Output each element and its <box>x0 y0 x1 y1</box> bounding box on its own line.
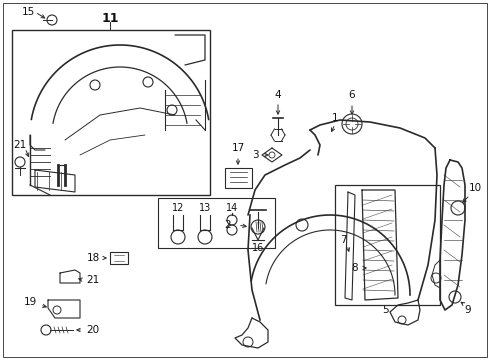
Text: 16: 16 <box>252 243 264 253</box>
Text: 1: 1 <box>332 113 338 123</box>
Text: 21: 21 <box>13 140 26 150</box>
Text: 9: 9 <box>465 305 471 315</box>
Text: 7: 7 <box>340 235 346 245</box>
Text: 19: 19 <box>24 297 37 307</box>
Text: 15: 15 <box>22 7 35 17</box>
Text: 4: 4 <box>275 90 281 100</box>
Text: 2: 2 <box>225 220 231 230</box>
Text: 10: 10 <box>468 183 482 193</box>
Text: 5: 5 <box>382 305 388 315</box>
Text: 8: 8 <box>352 263 358 273</box>
Text: 21: 21 <box>86 275 99 285</box>
Text: 18: 18 <box>86 253 99 263</box>
Text: 20: 20 <box>86 325 99 335</box>
Text: 12: 12 <box>172 203 184 213</box>
Text: 14: 14 <box>226 203 238 213</box>
Text: 11: 11 <box>101 12 119 24</box>
Text: 13: 13 <box>199 203 211 213</box>
Text: 6: 6 <box>349 90 355 100</box>
Text: 17: 17 <box>231 143 245 153</box>
Text: 3: 3 <box>252 150 258 160</box>
